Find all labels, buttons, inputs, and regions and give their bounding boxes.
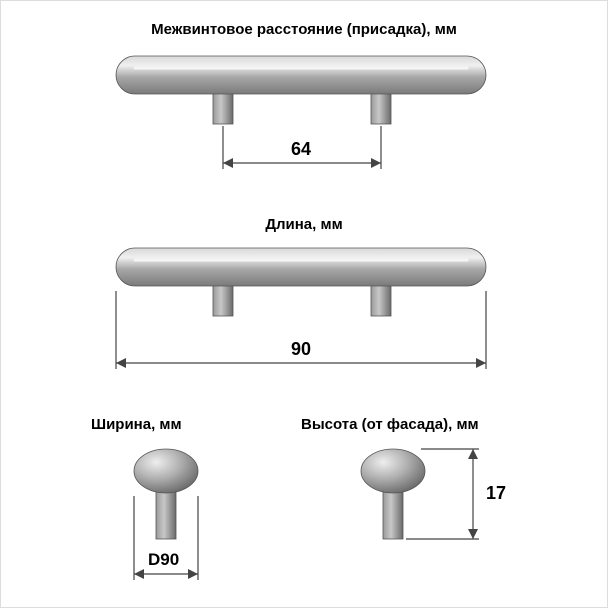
handle-end-view-height bbox=[1, 1, 608, 609]
height-value: 17 bbox=[486, 483, 506, 504]
